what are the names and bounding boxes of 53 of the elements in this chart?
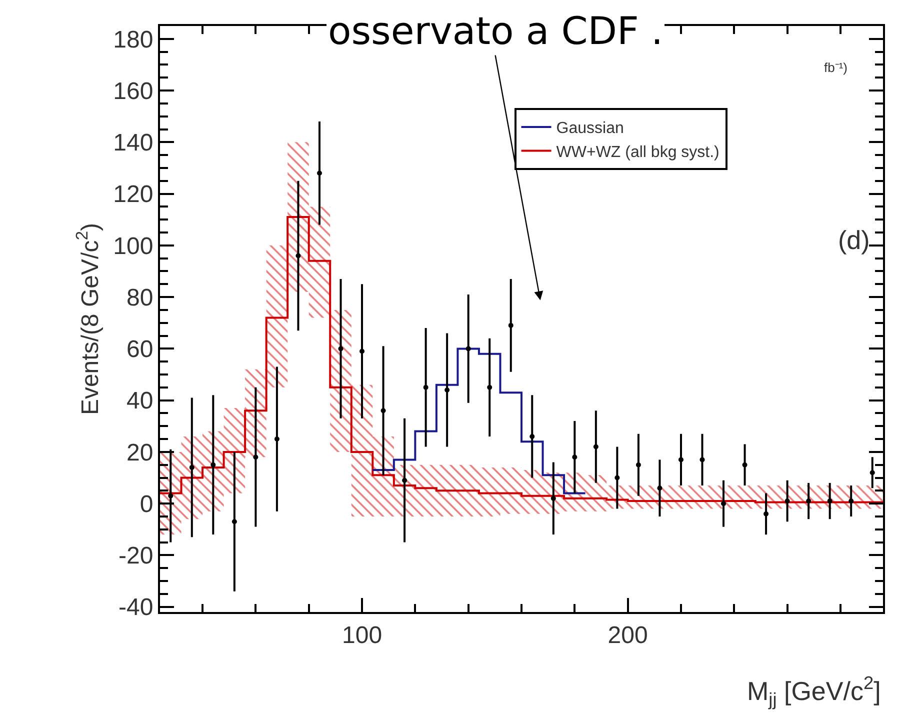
point [806, 498, 812, 504]
point [721, 501, 726, 506]
legend-label: WW+WZ (all bkg syst.) [556, 144, 720, 161]
point [742, 462, 748, 468]
y-tick-label: 160 [113, 78, 154, 105]
point [274, 436, 280, 442]
y-tick-label: 120 [113, 181, 154, 208]
point [296, 253, 301, 258]
y-tick-label: -40 [118, 594, 154, 622]
point [189, 464, 194, 470]
point [614, 475, 620, 480]
point [466, 346, 471, 352]
point [593, 444, 598, 450]
point [870, 470, 875, 476]
point [360, 348, 365, 354]
point [508, 322, 514, 328]
point [678, 457, 684, 462]
point [232, 519, 237, 524]
x-axis-title: M$_{jj}$ [GeV/c$^{2}$] [747, 673, 881, 710]
point [530, 434, 535, 439]
y-tick-label: 40 [126, 388, 154, 415]
legend-label: Gaussian [556, 120, 624, 138]
point [657, 486, 662, 491]
point [700, 457, 705, 462]
point [764, 511, 769, 516]
point [423, 384, 428, 390]
y-tick-label: -20 [118, 542, 154, 570]
point [444, 387, 450, 392]
point [168, 493, 174, 498]
point [550, 496, 556, 501]
y-tick-label: 140 [113, 130, 154, 157]
point [848, 498, 854, 504]
point [572, 454, 578, 460]
annotation: fb⁻¹) [824, 60, 848, 75]
point [380, 408, 386, 414]
x-tick-label: 200 [608, 622, 648, 649]
annotation: osservato a CDF . [328, 9, 664, 53]
point [827, 498, 832, 504]
y-tick-label: 100 [113, 232, 154, 260]
point [636, 462, 641, 468]
point [402, 478, 408, 483]
y-tick-label: 60 [126, 336, 154, 364]
point [487, 384, 492, 390]
y-tick-label: 180 [113, 26, 154, 54]
point [253, 454, 258, 460]
point [784, 498, 790, 504]
y-tick-label: 80 [126, 284, 154, 312]
y-tick-label: 0 [140, 490, 154, 518]
annotation: (d) [838, 225, 870, 255]
point [316, 170, 322, 176]
y-tick-label: 20 [126, 439, 154, 466]
point [338, 346, 344, 352]
point [210, 462, 216, 468]
